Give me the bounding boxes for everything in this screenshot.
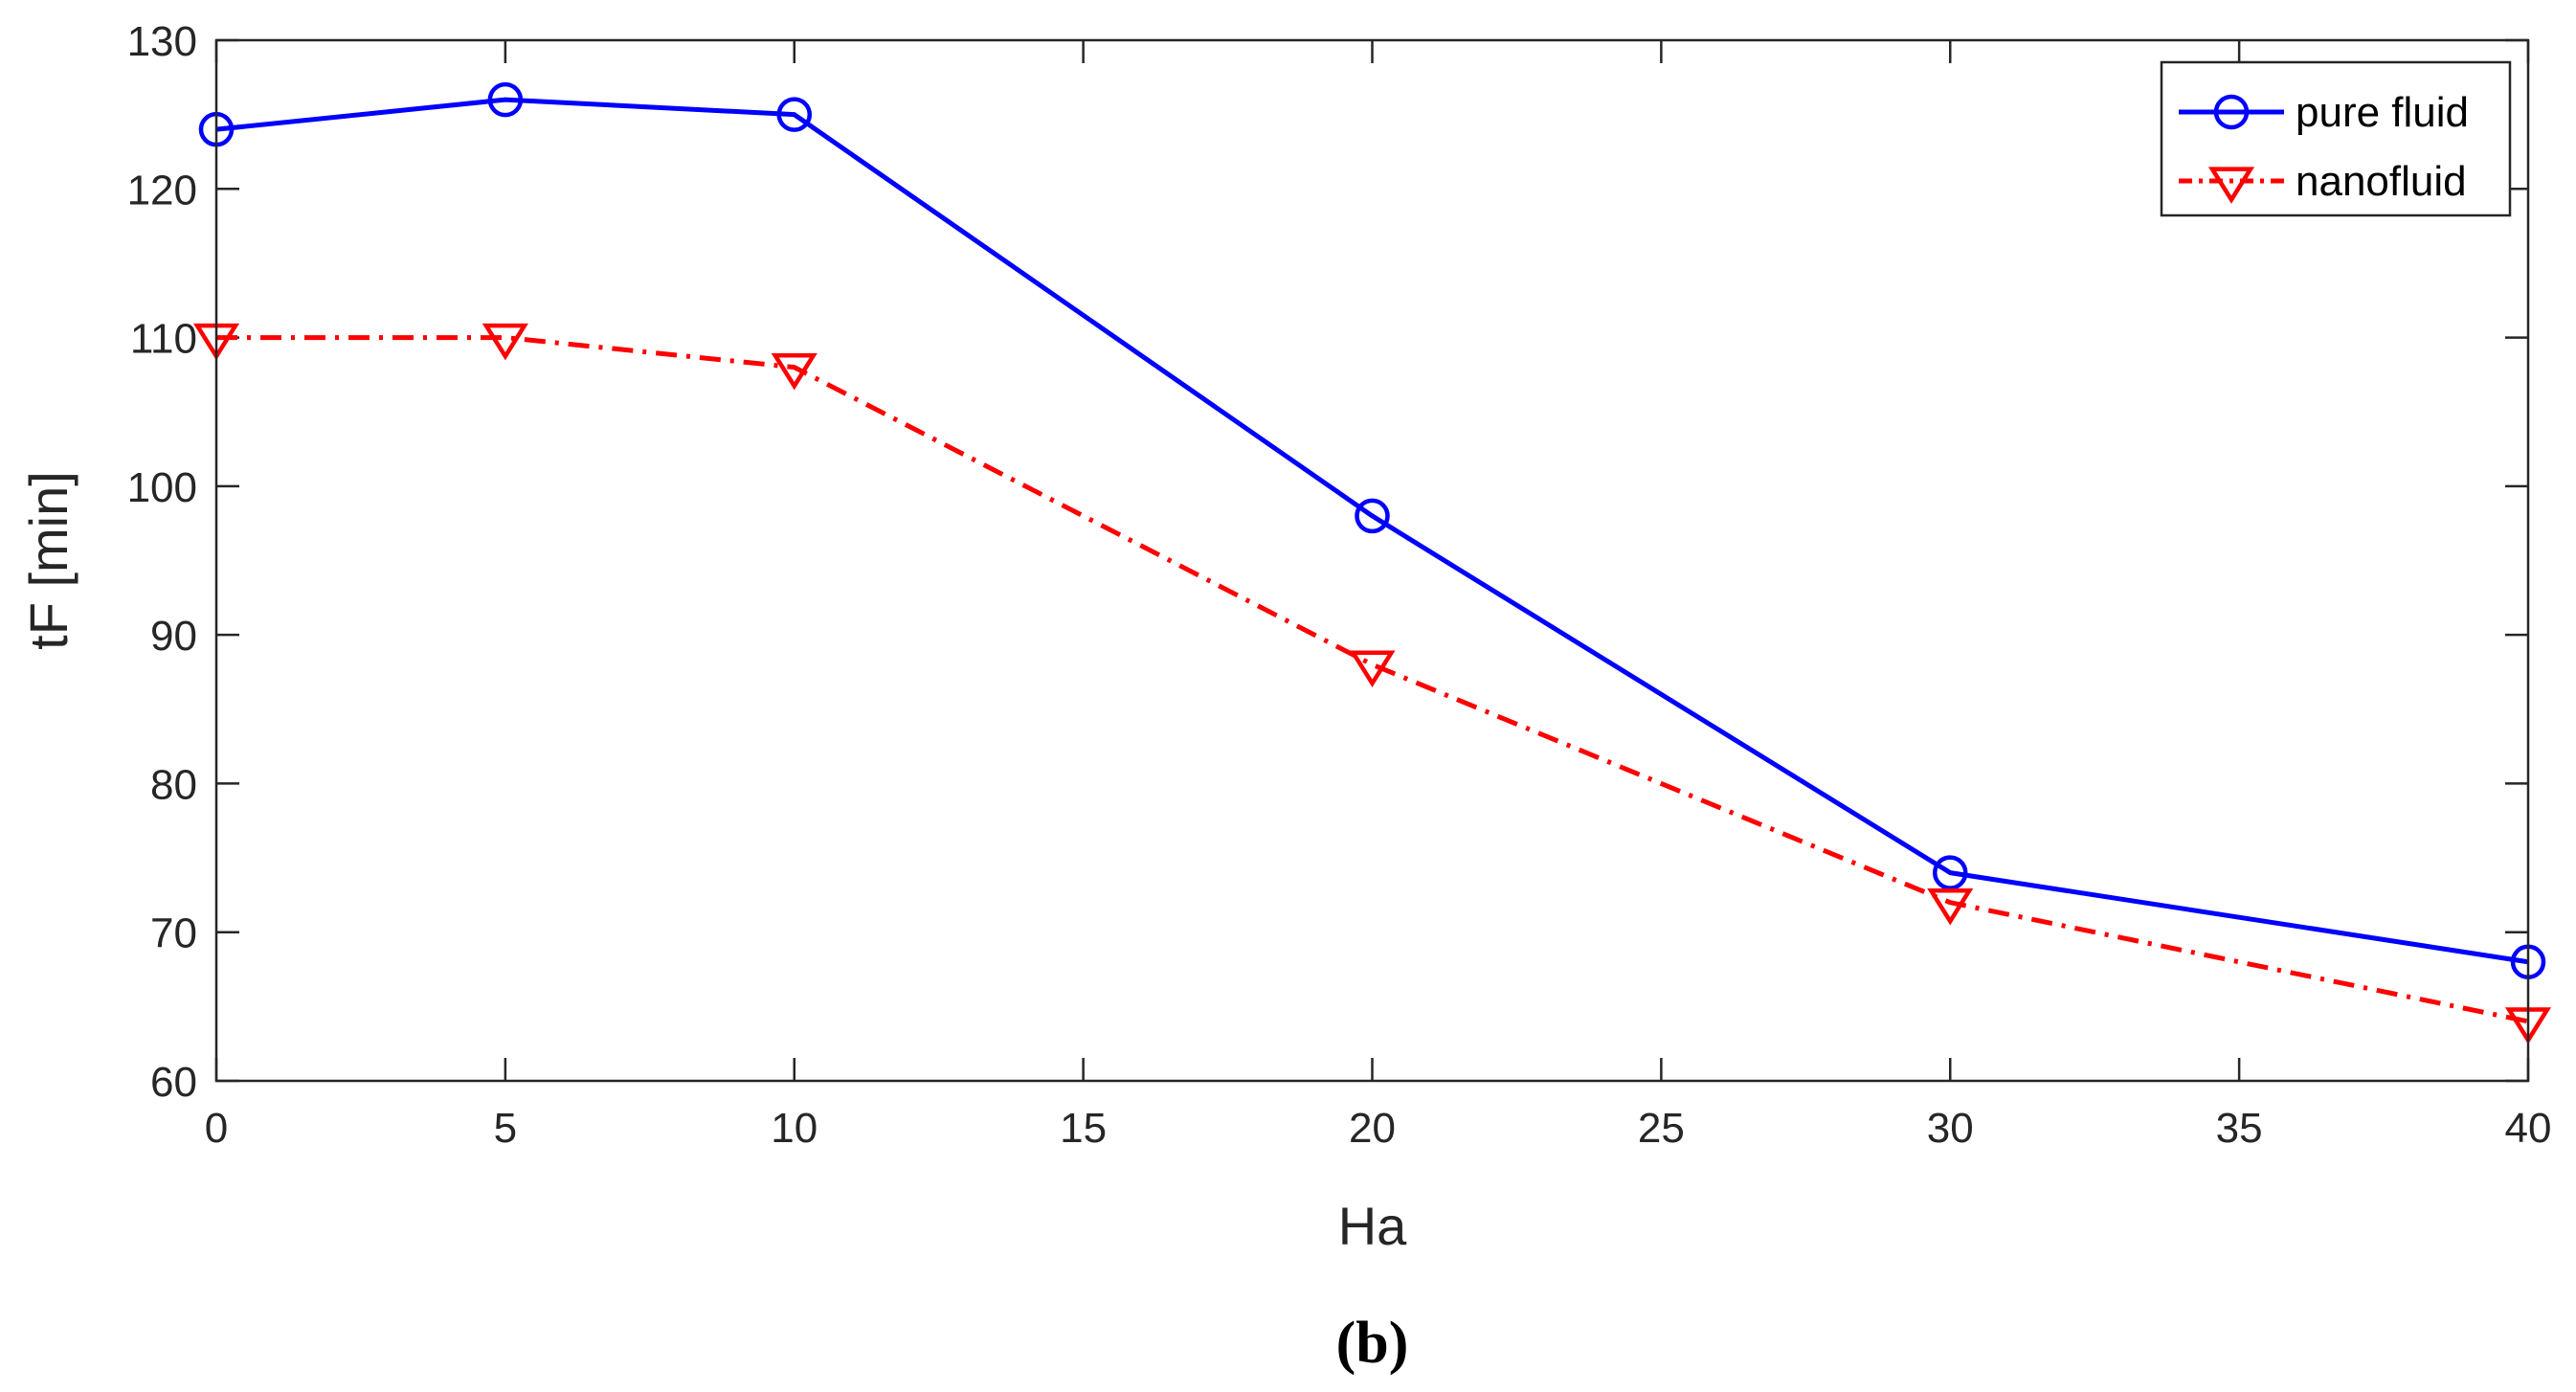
figure-caption: (b) xyxy=(1336,1311,1409,1376)
x-tick-label: 30 xyxy=(1927,1105,1974,1152)
y-tick-label: 110 xyxy=(130,316,197,363)
x-tick-label: 40 xyxy=(2505,1105,2552,1152)
x-axis-label: Ha xyxy=(1338,1196,1407,1256)
x-tick-label: 25 xyxy=(1638,1105,1685,1152)
y-tick-label: 100 xyxy=(127,464,197,511)
data-point xyxy=(776,97,812,132)
y-tick-label: 80 xyxy=(150,761,197,808)
x-tick-label: 5 xyxy=(494,1105,517,1152)
plot-area-frame xyxy=(214,38,2530,1083)
x-tick-label: 10 xyxy=(771,1105,818,1152)
legend-label: pure fluid xyxy=(2296,89,2469,136)
x-tick-label: 15 xyxy=(1060,1105,1107,1152)
y-tick-label: 130 xyxy=(127,18,197,65)
x-tick-label: 35 xyxy=(2216,1105,2263,1152)
series-line xyxy=(216,335,2529,1024)
legend-marker xyxy=(2213,94,2250,130)
data-point xyxy=(1349,650,1396,688)
data-point xyxy=(1927,888,1974,926)
legend-item: pure fluid xyxy=(2179,89,2469,136)
legend-item: nanofluid xyxy=(2179,158,2467,205)
legend-marker xyxy=(2207,167,2255,204)
x-tick-label: 20 xyxy=(1349,1105,1396,1152)
y-tick-label: 120 xyxy=(127,167,197,213)
data-point xyxy=(1933,855,1968,890)
axis-ticks: 0 5 10 15 20 25 30 35 40 60 70 80 90 100 110 120 130 xyxy=(127,18,2552,1152)
x-tick-label: 0 xyxy=(205,1105,228,1152)
data-point xyxy=(1355,498,1390,534)
legend-label: nanofluid xyxy=(2296,158,2467,205)
y-tick-label: 70 xyxy=(150,910,197,957)
y-tick-label: 60 xyxy=(150,1059,197,1106)
legend: pure fluid nanofluid xyxy=(2160,60,2512,217)
series-line xyxy=(215,97,2529,965)
data-point xyxy=(482,323,528,361)
legend-box xyxy=(2160,60,2512,217)
data-point xyxy=(771,352,818,391)
y-tick-label: 90 xyxy=(150,613,197,660)
y-axis-label: tF [min] xyxy=(18,471,78,650)
data-point xyxy=(487,81,524,118)
series-pure-fluid xyxy=(198,81,2546,980)
